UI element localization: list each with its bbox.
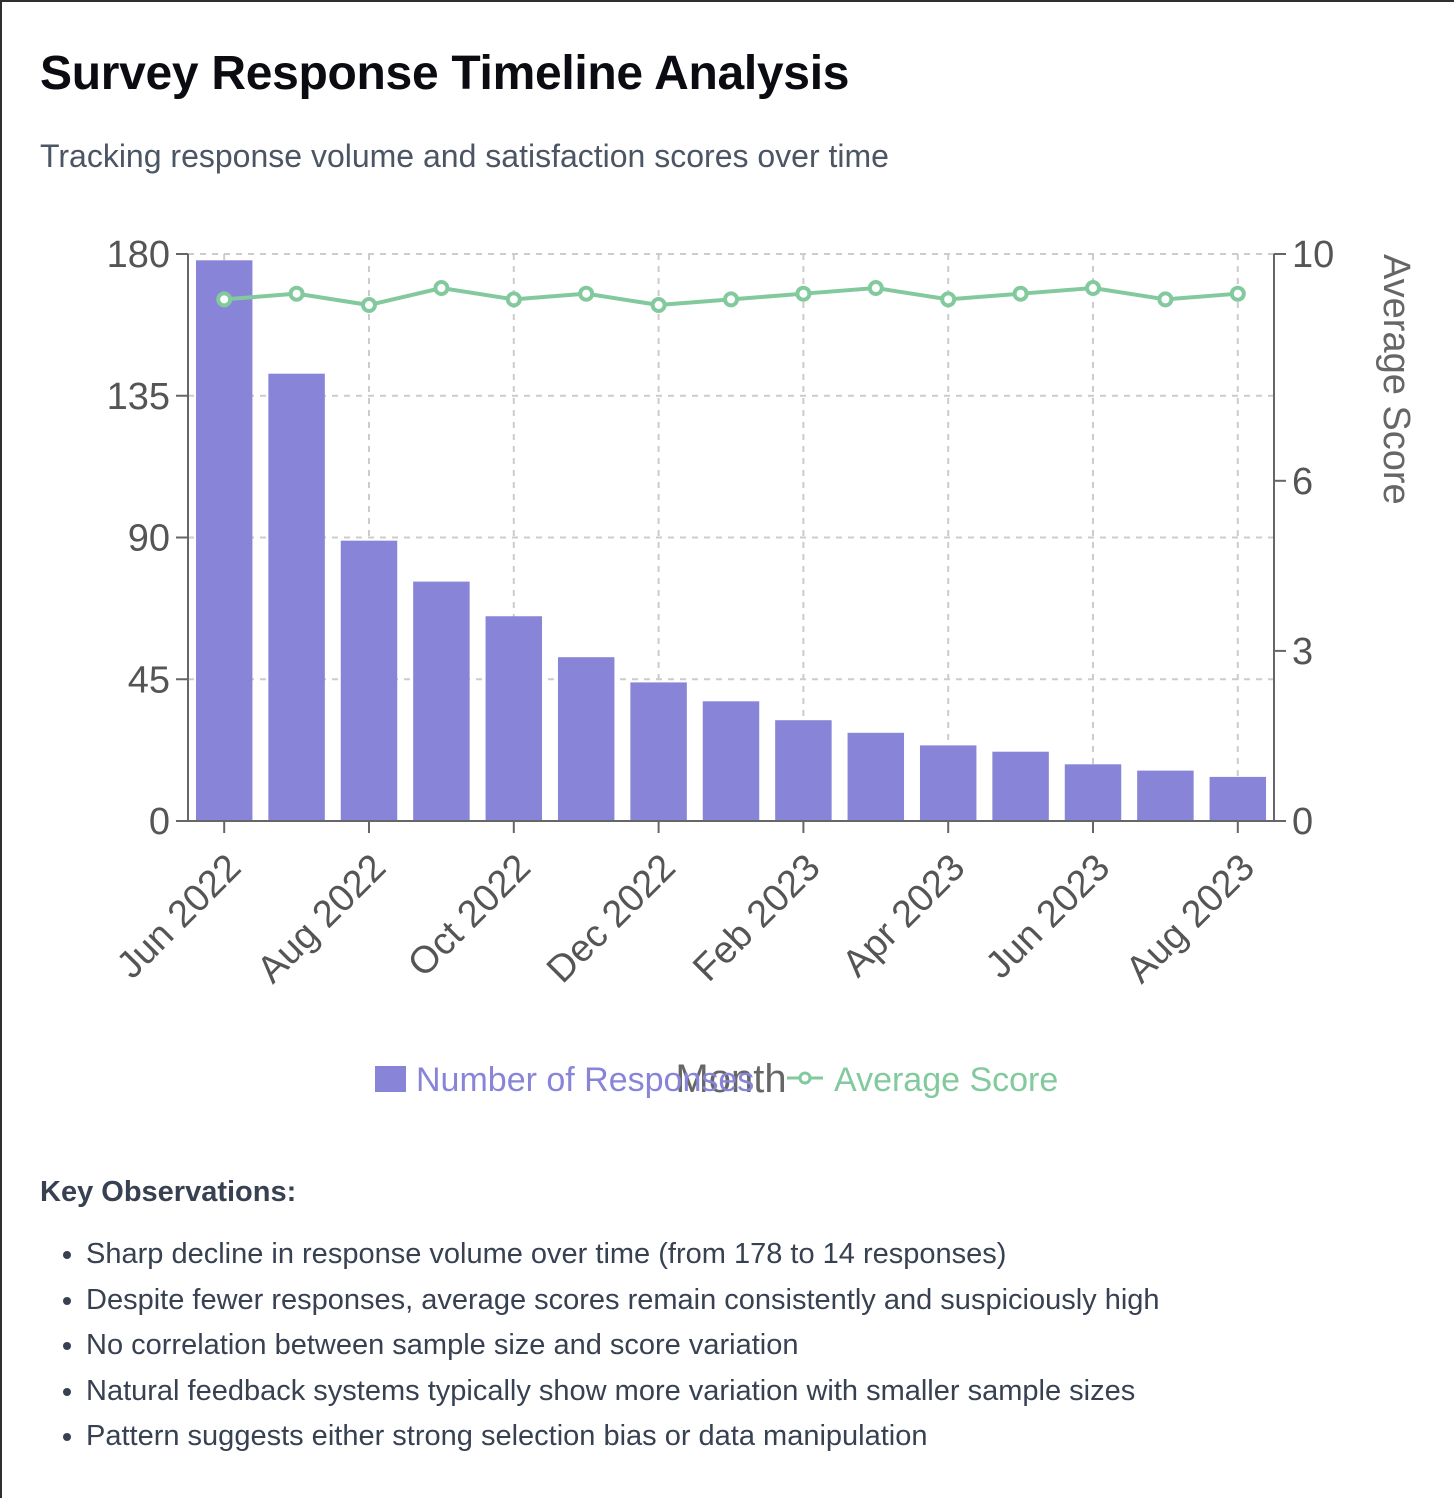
y-tick-label-right: 3 xyxy=(1292,631,1313,673)
chart-legend: Number of Responses Average Score xyxy=(375,1061,1058,1099)
legend-label-line: Average Score xyxy=(834,1061,1058,1099)
chart-axes xyxy=(176,253,1286,833)
y-tick-label-left: 180 xyxy=(107,234,170,276)
legend-swatch-bar xyxy=(375,1066,406,1092)
y-tick-label-left: 90 xyxy=(128,518,170,560)
y-tick-label-right: 6 xyxy=(1292,461,1313,503)
bar-series xyxy=(195,260,1267,821)
score-point xyxy=(1157,291,1174,308)
score-point xyxy=(1012,285,1029,302)
x-tick-label: Dec 2022 xyxy=(539,846,684,991)
x-tick-label: Aug 2023 xyxy=(1118,846,1263,991)
x-tick-label: Feb 2023 xyxy=(685,846,828,989)
observations-list: Sharp decline in response volume over ti… xyxy=(40,1232,1446,1460)
score-point xyxy=(723,291,739,308)
bar xyxy=(413,581,470,821)
score-point xyxy=(361,297,377,314)
observation-item: No correlation between sample size and s… xyxy=(86,1323,1446,1369)
bar xyxy=(268,373,325,821)
x-tick-label: Oct 2022 xyxy=(400,846,539,985)
observation-item: Sharp decline in response volume over ti… xyxy=(86,1232,1446,1278)
y-tick-label-left: 0 xyxy=(149,801,170,843)
score-point xyxy=(433,280,450,297)
x-axis-title: Month xyxy=(675,1057,786,1101)
score-point xyxy=(867,280,884,297)
bar xyxy=(919,745,977,821)
page-subtitle: Tracking response volume and satisfactio… xyxy=(40,138,889,174)
bar xyxy=(1209,776,1267,821)
bar xyxy=(775,720,832,821)
observation-item: Despite fewer responses, average scores … xyxy=(86,1278,1446,1324)
y-tick-label-right: 10 xyxy=(1292,234,1334,276)
timeline-chart: 0 45 90 135 180 0 3 6 10 Jun 2022 Aug 2022 Oct 2022… xyxy=(45,234,1417,1101)
observation-item: Natural feedback systems typically show … xyxy=(86,1369,1446,1415)
bar xyxy=(1064,764,1122,821)
line-series xyxy=(216,280,1246,314)
y-tick-label-right: 0 xyxy=(1292,801,1313,843)
score-point xyxy=(578,285,595,302)
bar xyxy=(702,701,760,821)
y-tick-label-left: 45 xyxy=(128,659,170,701)
score-point xyxy=(940,291,957,308)
bar xyxy=(485,616,543,821)
observations-heading: Key Observations: xyxy=(40,1176,297,1208)
y-tick-label-left: 135 xyxy=(107,376,170,418)
page-title: Survey Response Timeline Analysis xyxy=(40,47,850,100)
bar xyxy=(992,751,1049,821)
score-point xyxy=(650,297,667,314)
x-tick-label: Apr 2023 xyxy=(835,846,974,985)
x-tick-label: Aug 2022 xyxy=(249,846,394,991)
legend-swatch-point xyxy=(798,1071,812,1085)
y-axis-title-left: Number of Responses xyxy=(45,536,87,914)
bar xyxy=(195,260,253,821)
x-tick-label: Jun 2022 xyxy=(109,846,249,986)
score-point xyxy=(1085,280,1101,297)
score-point xyxy=(216,291,233,308)
observation-item: Pattern suggests either strong selection… xyxy=(86,1414,1446,1460)
x-tick-label: Jun 2023 xyxy=(978,846,1118,986)
bar xyxy=(340,540,398,821)
y-axis-title-right: Average Score xyxy=(1375,254,1417,505)
score-point xyxy=(505,291,522,308)
bar xyxy=(847,732,905,821)
legend-label-bar: Number of Responses xyxy=(416,1061,754,1099)
bar xyxy=(557,657,615,821)
bar xyxy=(1137,770,1194,821)
score-point xyxy=(795,285,812,302)
bar xyxy=(630,682,687,821)
score-point xyxy=(288,285,305,302)
score-point xyxy=(1229,285,1246,302)
